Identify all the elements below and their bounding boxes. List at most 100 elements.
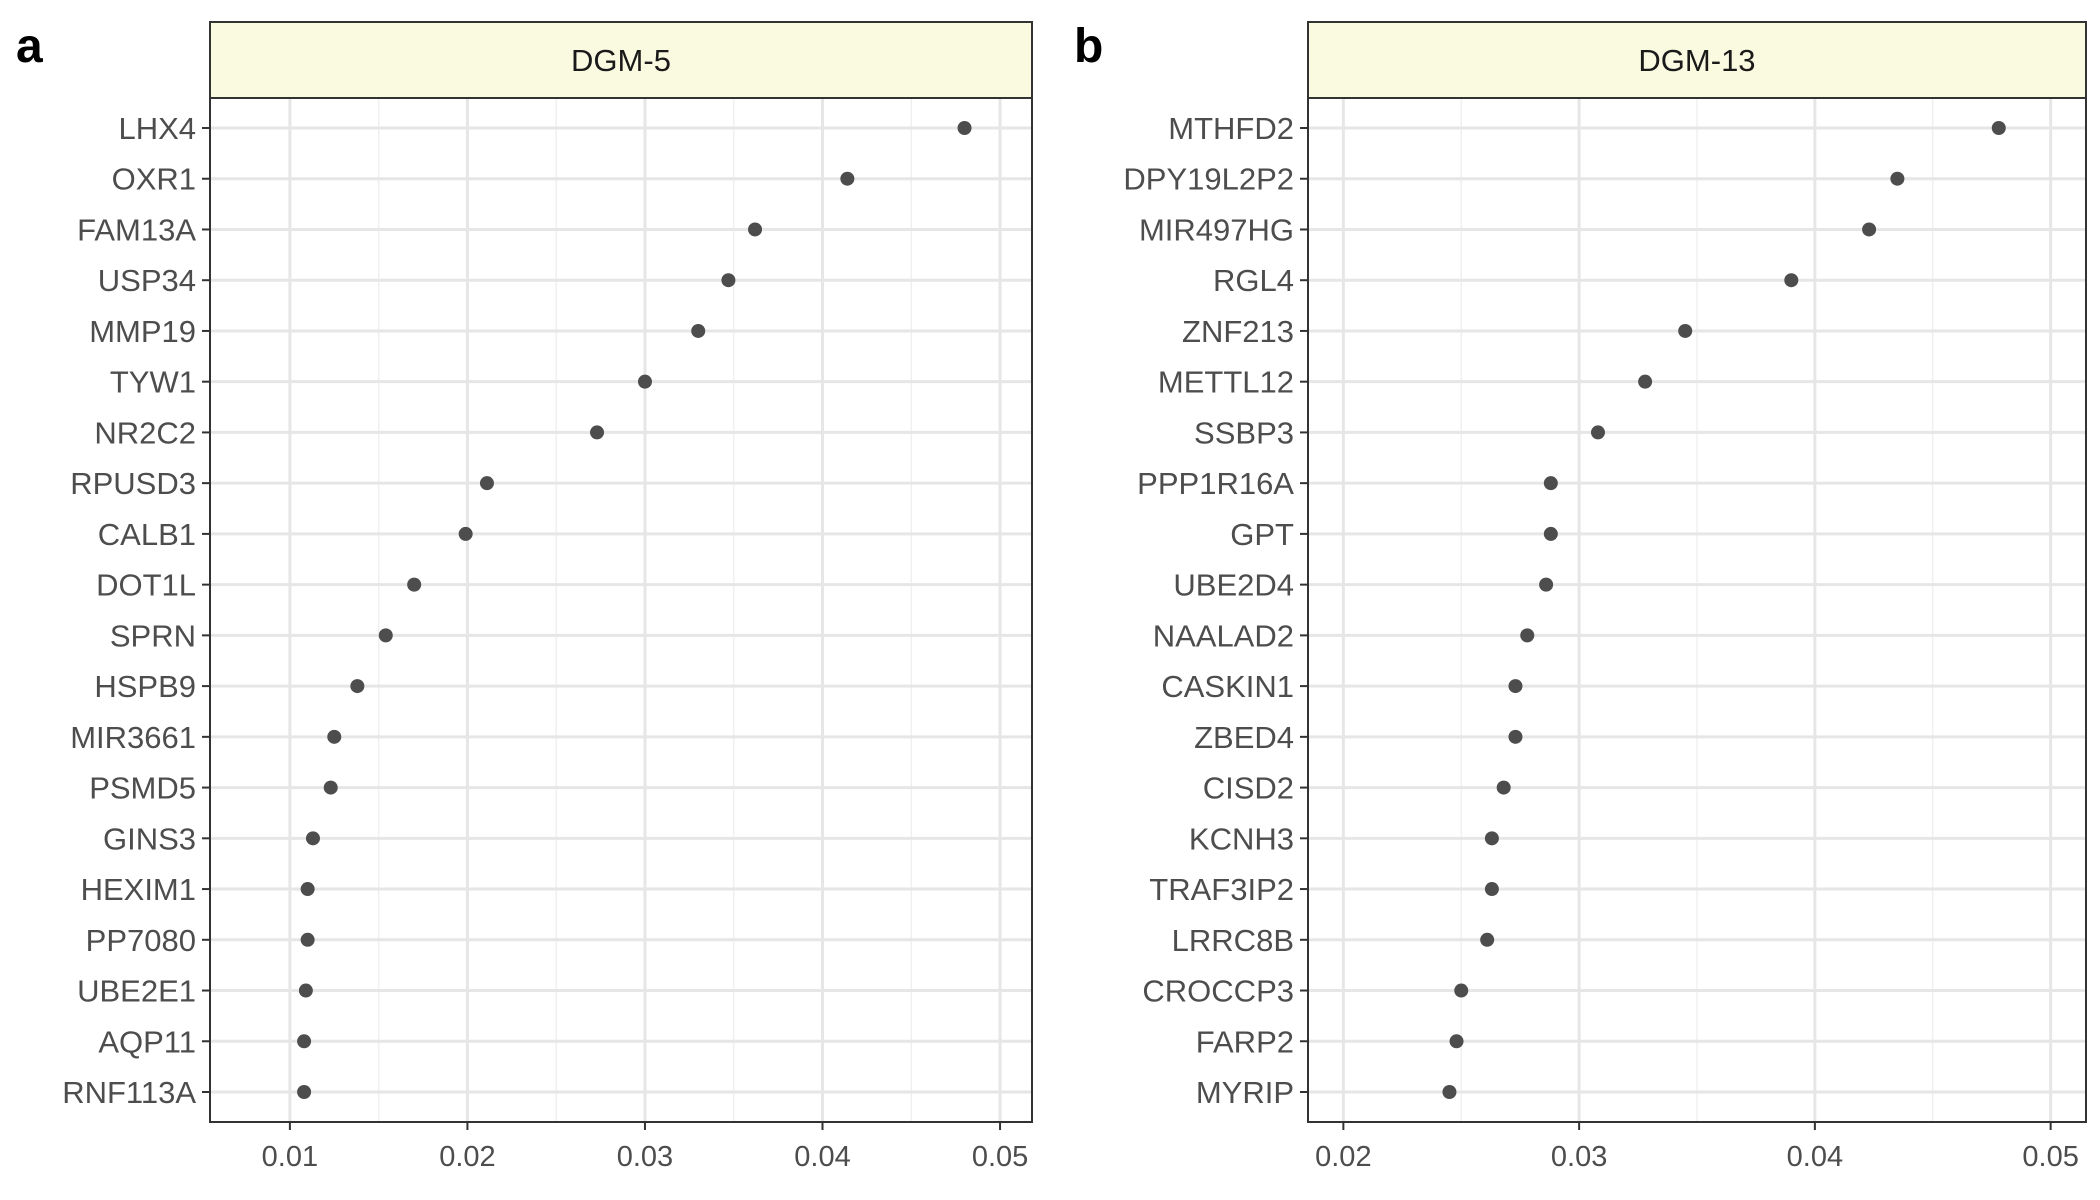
x-tick-label: 0.02 (439, 1141, 495, 1173)
data-point (378, 628, 393, 643)
y-tick-label: PP7080 (86, 923, 196, 958)
y-tick-label: ZBED4 (1194, 720, 1294, 755)
data-point (298, 983, 313, 998)
data-point (1496, 780, 1511, 795)
x-tick-label: 0.02 (1315, 1141, 1371, 1173)
y-tick-label: MTHFD2 (1168, 111, 1294, 146)
y-tick-label: METTL12 (1158, 365, 1294, 400)
y-tick-label: FARP2 (1196, 1024, 1294, 1059)
y-tick-label: TRAF3IP2 (1149, 872, 1294, 907)
data-point (350, 679, 365, 694)
y-tick-label: MIR497HG (1139, 212, 1294, 247)
data-point (1678, 323, 1693, 338)
x-tick-label: 0.03 (1551, 1141, 1607, 1173)
strip-title: DGM-13 (1638, 43, 1755, 78)
y-tick-label: PPP1R16A (1137, 466, 1294, 501)
data-point (1480, 932, 1495, 947)
y-tick-label: FAM13A (77, 212, 196, 247)
data-point (1539, 577, 1554, 592)
y-tick-label: SSBP3 (1194, 415, 1294, 450)
y-tick-label: HEXIM1 (81, 872, 196, 907)
data-point (297, 1034, 312, 1049)
y-tick-label: CALB1 (98, 517, 196, 552)
y-tick-label: GPT (1230, 517, 1294, 552)
data-point (1890, 171, 1905, 186)
data-point (458, 526, 473, 541)
y-tick-label: LRRC8B (1172, 923, 1294, 958)
strip-background (1307, 21, 2087, 99)
x-tick-label: 0.04 (1787, 1141, 1843, 1173)
y-tick-label: RGL4 (1213, 263, 1294, 298)
data-point (300, 882, 315, 897)
panel-frame (209, 97, 1033, 1123)
y-tick-label: CROCCP3 (1142, 974, 1294, 1009)
y-tick-label: MYRIP (1196, 1075, 1294, 1110)
data-point (1543, 526, 1558, 541)
data-point (1484, 882, 1499, 897)
data-point (305, 831, 320, 846)
data-point (637, 374, 652, 389)
data-point (1520, 628, 1535, 643)
y-tick-label: KCNH3 (1189, 821, 1294, 856)
data-point (1449, 1034, 1464, 1049)
y-tick-label: MMP19 (89, 314, 196, 349)
y-tick-label: SPRN (110, 618, 196, 653)
data-point (323, 780, 338, 795)
panel-b: b DGM-13 MTHFD2 DPY19L2P2 MIR497HG RGL4 ZNF213… (1074, 20, 2087, 1173)
data-point (840, 171, 855, 186)
data-point (590, 425, 605, 440)
strip-title: DGM-5 (571, 43, 671, 78)
data-point (1784, 273, 1799, 288)
strip-background (209, 21, 1033, 99)
data-point (297, 1085, 312, 1099)
data-point (407, 577, 422, 592)
data-point (1638, 374, 1653, 389)
y-tick-label: USP34 (98, 263, 196, 298)
data-point (300, 932, 315, 947)
data-point (1484, 831, 1499, 846)
y-tick-label: CISD2 (1203, 771, 1294, 806)
y-tick-label: CASKIN1 (1161, 669, 1294, 704)
y-tick-label: UBE2D4 (1173, 568, 1294, 603)
data-point (1454, 983, 1469, 998)
data-point (1508, 679, 1523, 694)
y-tick-label: DOT1L (96, 568, 196, 603)
data-point (691, 323, 706, 338)
data-point (1508, 729, 1523, 744)
data-point (748, 222, 763, 237)
y-tick-label: LHX4 (118, 111, 196, 146)
y-tick-label: NR2C2 (94, 415, 196, 450)
panel-letter: a (16, 20, 43, 73)
y-tick-label: MIR3661 (70, 720, 196, 755)
data-point (1590, 425, 1605, 440)
y-tick-label: OXR1 (112, 162, 196, 197)
y-tick-label: RNF113A (62, 1075, 196, 1110)
panel-a: a DGM-5 LHX4 OXR1 FAM13A USP34 MMP19 TYW1 NR2C2 R… (16, 20, 1033, 1173)
x-tick-label: 0.03 (617, 1141, 673, 1173)
y-tick-label: ZNF213 (1182, 314, 1294, 349)
y-tick-label: HSPB9 (94, 669, 196, 704)
y-tick-label: RPUSD3 (70, 466, 196, 501)
y-tick-label: DPY19L2P2 (1123, 162, 1294, 197)
x-tick-label: 0.05 (972, 1141, 1028, 1173)
y-tick-label: UBE2E1 (77, 974, 196, 1009)
y-tick-label: AQP11 (98, 1024, 196, 1059)
data-point (1862, 222, 1877, 237)
data-point (1442, 1085, 1457, 1099)
data-point (1543, 476, 1558, 491)
y-tick-label: TYW1 (110, 365, 196, 400)
panel-letter: b (1074, 20, 1103, 73)
y-tick-label: NAALAD2 (1153, 618, 1294, 653)
data-point (479, 476, 494, 491)
data-point (957, 121, 972, 135)
data-point (327, 729, 342, 744)
x-tick-label: 0.04 (794, 1141, 850, 1173)
y-tick-label: PSMD5 (89, 771, 196, 806)
data-point (1991, 121, 2006, 135)
x-tick-label: 0.05 (2022, 1141, 2078, 1173)
data-point (721, 273, 736, 288)
panel-frame (1307, 97, 2087, 1123)
x-tick-label: 0.01 (262, 1141, 318, 1173)
y-tick-label: GINS3 (103, 821, 196, 856)
